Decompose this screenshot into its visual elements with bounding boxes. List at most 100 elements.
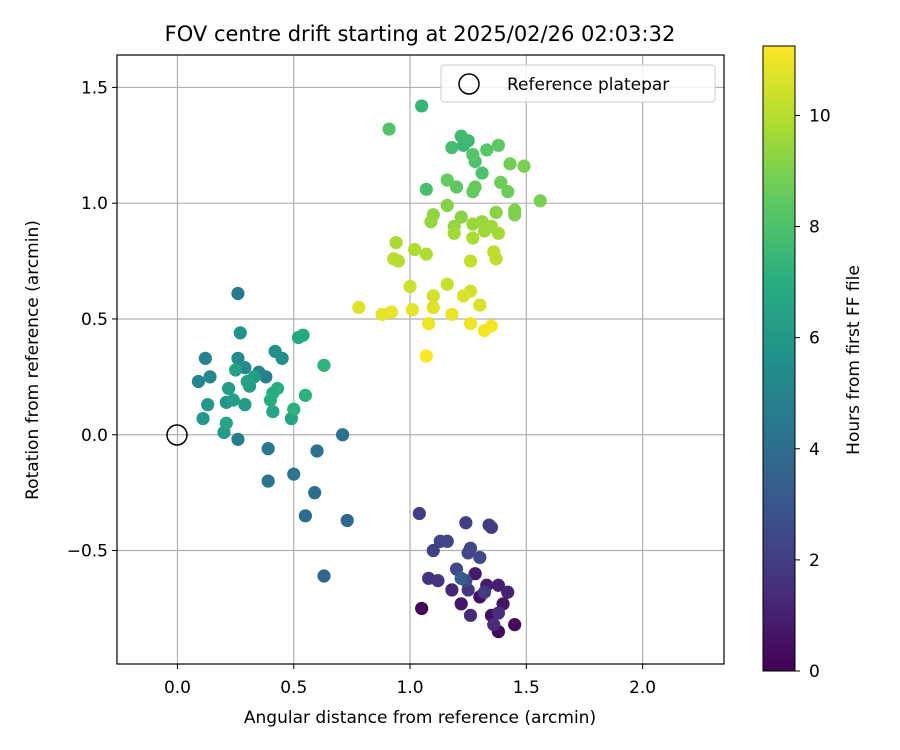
colorbar-label: Hours from first FF file [844, 265, 864, 455]
data-point [403, 279, 417, 294]
x-axis-ticks: 0.0 0.5 1.0 1.5 2.0 [164, 664, 656, 698]
data-point [268, 344, 282, 358]
data-point [440, 198, 454, 213]
data-point [196, 411, 210, 426]
data-point [296, 328, 310, 342]
colorbar-tick-label: 10 [809, 106, 831, 126]
y-tick-label: 1.5 [81, 78, 108, 98]
data-point [340, 513, 354, 528]
colorbar-ticks: 0 2 4 6 8 10 [795, 106, 831, 682]
data-point [466, 231, 480, 245]
data-point [298, 388, 312, 402]
data-point [494, 175, 508, 189]
data-point [335, 428, 350, 442]
data-points [191, 99, 547, 639]
colorbar-tick-label: 4 [809, 440, 820, 460]
data-point [454, 129, 468, 143]
data-point [229, 363, 243, 377]
data-point [517, 159, 531, 173]
data-point [491, 226, 506, 240]
data-point [352, 300, 366, 314]
data-point [447, 226, 461, 240]
data-point [266, 405, 280, 419]
data-point [445, 307, 459, 321]
data-point [473, 550, 487, 565]
data-point [480, 143, 494, 157]
data-point [466, 147, 480, 162]
data-point [468, 180, 482, 194]
y-tick-label: −0.5 [67, 542, 108, 562]
data-point [389, 235, 403, 250]
y-tick-label: 0.5 [81, 310, 108, 330]
data-point [317, 569, 331, 583]
data-point [317, 358, 331, 372]
data-point [477, 224, 492, 238]
y-tick-label: 0.0 [81, 426, 108, 446]
data-point [384, 305, 399, 319]
reference-platepar-marker [166, 424, 188, 446]
data-point [191, 374, 205, 389]
plot-frame [116, 54, 725, 665]
x-tick-label: 0.0 [164, 678, 191, 698]
data-point [431, 574, 445, 588]
data-point [405, 303, 419, 317]
legend-marker [458, 73, 480, 95]
data-point [310, 444, 324, 458]
x-axis-label: Angular distance from reference (arcmin) [244, 708, 596, 728]
data-point [424, 215, 438, 229]
data-point [422, 317, 436, 331]
data-point [489, 252, 503, 266]
data-point [463, 317, 478, 331]
data-point [463, 608, 478, 622]
data-point [270, 381, 285, 396]
data-point [445, 583, 459, 597]
data-point [440, 173, 454, 187]
data-point [484, 520, 499, 534]
data-point [412, 506, 426, 521]
data-point [382, 122, 396, 136]
data-point [468, 567, 482, 581]
data-point [415, 99, 429, 113]
data-point [449, 180, 464, 194]
x-tick-label: 1.0 [397, 678, 424, 698]
data-point [426, 543, 440, 558]
data-point [454, 571, 468, 585]
data-point [501, 185, 515, 199]
data-point [415, 601, 429, 616]
data-point [198, 351, 212, 365]
data-point [419, 182, 433, 196]
y-axis-label: Rotation from reference (arcmin) [23, 220, 43, 500]
data-point [477, 585, 492, 599]
legend: Reference platepar [440, 64, 716, 103]
data-point [261, 474, 275, 488]
data-point [238, 398, 252, 412]
data-point [475, 166, 489, 180]
data-point [426, 300, 440, 314]
data-point [222, 381, 236, 396]
data-point [487, 618, 501, 632]
data-point [473, 298, 487, 312]
data-point [231, 286, 245, 301]
data-point [308, 486, 322, 500]
data-point [503, 157, 517, 171]
data-point [408, 242, 422, 257]
colorbar-tick-label: 8 [809, 218, 820, 238]
legend-box [440, 64, 716, 103]
colorbar [762, 45, 796, 672]
data-point [533, 194, 547, 208]
data-point [261, 442, 275, 456]
data-point [233, 326, 247, 340]
data-point [219, 416, 233, 430]
data-point [231, 432, 245, 446]
data-point [440, 277, 454, 291]
data-point [426, 289, 440, 303]
x-tick-label: 1.5 [513, 678, 540, 698]
data-point [203, 370, 217, 384]
data-point [240, 374, 254, 389]
x-tick-label: 0.5 [280, 678, 307, 698]
data-point [287, 467, 301, 481]
data-point [419, 247, 433, 261]
x-tick-label: 2.0 [629, 678, 656, 698]
data-point [461, 546, 475, 560]
